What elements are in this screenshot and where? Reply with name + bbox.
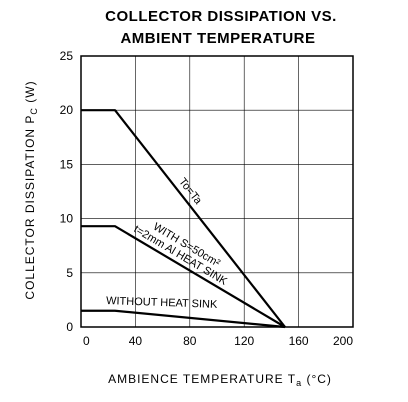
x-tick-label: 120 [234,334,254,348]
y-tick-label: 10 [60,212,74,226]
annotation-label-4: WITHOUT HEAT SINK [106,295,218,311]
chart-title-line-1: COLLECTOR DISSIPATION VS. [105,8,337,25]
series [81,109,286,329]
x-tick-label: 200 [333,334,353,348]
y-axis-label-subscript: C [29,107,39,115]
chart-title-line-2: AMBIENT TEMPERATURE [120,30,315,47]
x-tick-label: 0 [83,334,90,348]
y-tick-label: 5 [66,266,73,280]
annotation-label-1: To=Ta [176,176,204,207]
grid [81,56,353,327]
x-axis-label: AMBIENCE TEMPERATURE Ta (°C) [108,372,332,388]
x-axis-label-unit: (°C) [302,372,332,386]
series-line-1 [81,109,286,328]
series-line-3 [81,309,286,329]
x-tick-label: 40 [129,334,143,348]
y-axis-label-unit: (W) [23,80,37,107]
x-tick-label: 160 [289,334,309,348]
y-tick-label: 20 [60,103,74,117]
y-tick-label: 15 [60,157,74,171]
series-line-2 [81,225,286,328]
x-tick-label: 80 [183,334,197,348]
x-axis-label-text: AMBIENCE TEMPERATURE T [108,372,296,386]
plot-frame [80,55,354,328]
x-axis-label-subscript: a [296,378,302,388]
y-axis-label: COLLECTOR DISSIPATION PC (W) [23,80,39,299]
y-axis-label-text: COLLECTOR DISSIPATION P [23,115,37,300]
y-tick-label: 25 [60,49,74,63]
axis-ticks: 0 40 80 120 160 200 0 5 10 15 20 25 [60,49,354,348]
y-tick-label: 0 [66,320,73,334]
